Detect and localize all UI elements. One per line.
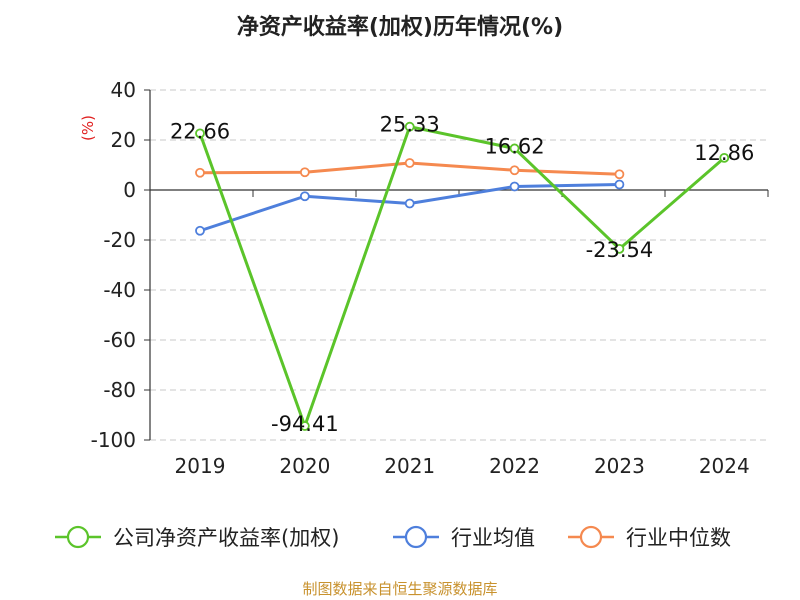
y-tick-label: -20 — [103, 228, 136, 252]
series-3-point — [404, 158, 415, 168]
series-1-point — [509, 143, 520, 154]
x-tick-label: 2023 — [594, 454, 645, 478]
legend-item-1[interactable]: 公司净资产收益率(加权) — [55, 525, 339, 550]
series-2-point — [299, 191, 310, 202]
x-tick-label: 2020 — [279, 454, 330, 478]
series-1-point — [195, 128, 205, 139]
legend-item-2[interactable]: 行业均值 — [393, 525, 535, 550]
x-tick-label: 2024 — [699, 454, 750, 478]
y-tick-label: -40 — [103, 278, 136, 302]
data-label: 25.33 — [380, 113, 440, 137]
legend-item-3[interactable]: 行业中位数 — [568, 525, 731, 550]
y-tick-label: 40 — [111, 78, 136, 102]
legend-marker — [579, 525, 603, 549]
series-1-point — [614, 243, 625, 254]
x-tick-label: 2021 — [384, 454, 435, 478]
data-label: -94.41 — [271, 412, 339, 436]
legend-marker — [404, 525, 428, 549]
data-label: -23.54 — [586, 238, 654, 262]
axes: 40 20 0 -20 -40 -60 -80 -100 2019 2020 2021 2022 202… — [91, 78, 769, 478]
legend-label: 行业中位数 — [626, 526, 731, 550]
y-tick-label: 20 — [111, 128, 136, 152]
series-3-point — [195, 167, 205, 178]
data-source-note: 制图数据来自恒生聚源数据库 — [302, 580, 498, 598]
data-labels: 22.66 -94.41 25.33 16.62 -23.54 12.86 — [170, 113, 754, 436]
y-tick-label: -80 — [103, 378, 136, 402]
y-tick-label: 0 — [123, 178, 136, 202]
x-tick-label: 2022 — [489, 454, 540, 478]
series-2-point — [509, 181, 520, 192]
y-tick-label: -60 — [103, 328, 136, 352]
legend: 公司净资产收益率(加权) 行业均值 行业中位数 — [55, 525, 731, 550]
y-tick-label: -100 — [91, 428, 136, 452]
legend-label: 行业均值 — [451, 526, 535, 550]
series-3-point — [614, 169, 625, 180]
y-axis-unit-label: (%) — [79, 115, 97, 141]
x-tick-label: 2019 — [175, 454, 226, 478]
series-2-point — [404, 198, 415, 209]
chart-title: 净资产收益率(加权)历年情况(%) — [237, 14, 563, 40]
data-label: 16.62 — [484, 134, 544, 158]
series-1-point — [404, 121, 415, 132]
series-2-point — [614, 179, 625, 190]
data-label: 22.66 — [170, 119, 230, 143]
gridlines — [150, 89, 768, 441]
series-3-point — [299, 167, 310, 178]
series-2-point — [195, 225, 205, 236]
series-line-1 — [198, 125, 726, 428]
series-1-point — [299, 421, 310, 431]
series-1-point — [719, 152, 730, 163]
legend-label: 公司净资产收益率(加权) — [113, 526, 339, 550]
data-label: 12.86 — [694, 141, 754, 165]
series-3-point — [509, 165, 520, 176]
legend-marker — [66, 525, 90, 549]
series-lines — [195, 121, 730, 431]
